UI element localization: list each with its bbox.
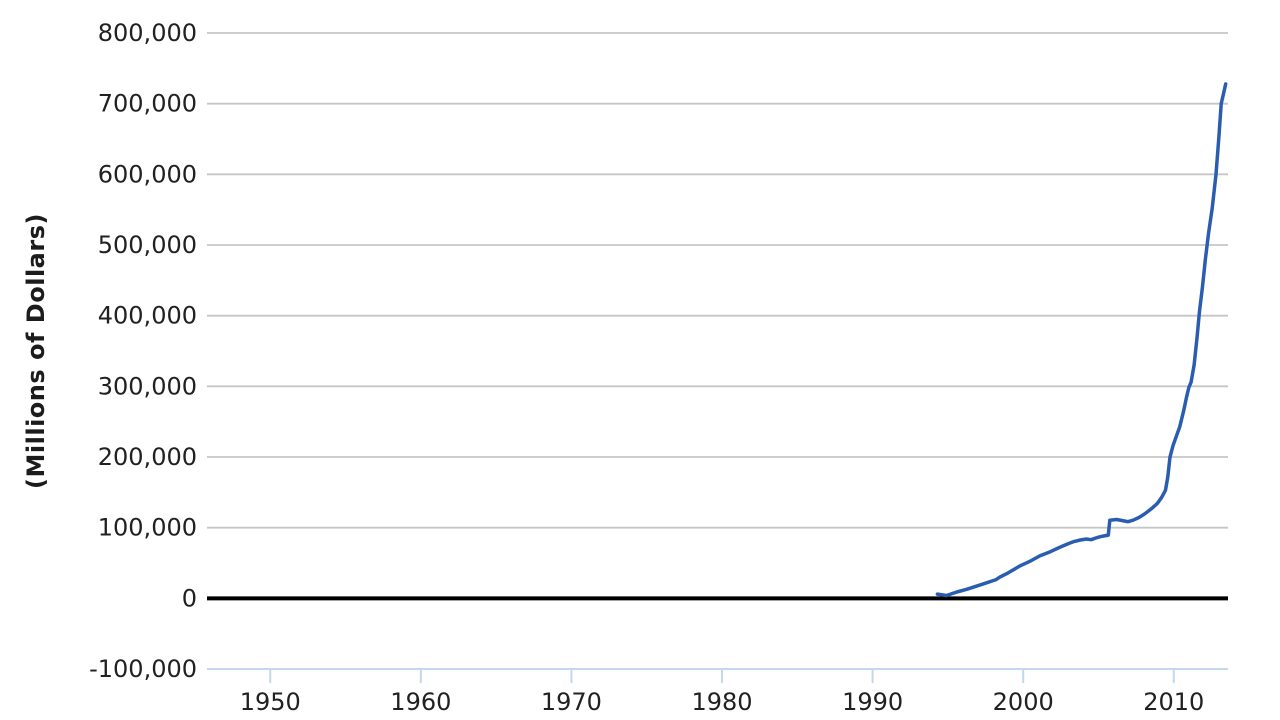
x-tick-label: 1960 [390,688,451,716]
y-tick-label: 700,000 [98,90,197,118]
y-tick-label: 100,000 [98,514,197,542]
x-tick-label: 1950 [240,688,301,716]
y-tick-label: 300,000 [98,372,197,400]
data-series-line [935,82,1228,598]
y-tick-label: 800,000 [98,19,197,47]
x-tick-label: 1970 [541,688,602,716]
y-tick-label: 500,000 [98,231,197,259]
x-tick-label: 1990 [842,688,903,716]
y-tick-label: 0 [182,584,197,612]
x-tick-label: 1980 [691,688,752,716]
y-tick-label: -100,000 [89,655,197,683]
x-tick-label: 2000 [993,688,1054,716]
y-tick-label: 600,000 [98,160,197,188]
y-axis-title: (Millions of Dollars) [22,213,50,489]
y-tick-label: 400,000 [98,302,197,330]
x-tick-label: 2010 [1143,688,1204,716]
y-tick-label: 200,000 [98,443,197,471]
